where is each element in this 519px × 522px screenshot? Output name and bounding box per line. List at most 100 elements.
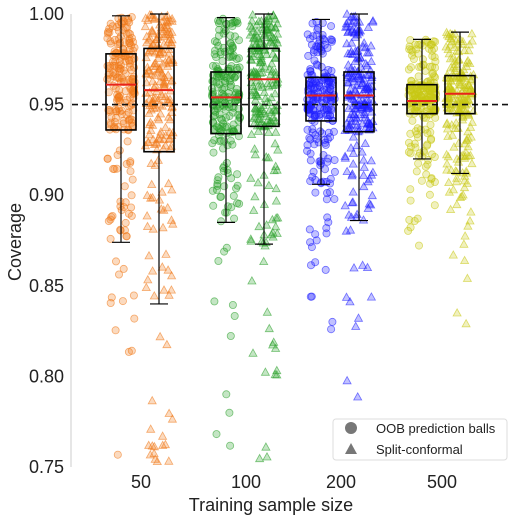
data-point-triangle	[460, 95, 470, 104]
data-point-circle	[112, 257, 121, 266]
data-point-triangle	[141, 282, 151, 292]
data-point-circle	[431, 113, 440, 122]
data-point-circle	[406, 63, 415, 72]
data-point-triangle	[166, 270, 177, 280]
data-point-circle	[422, 170, 431, 179]
data-point-triangle	[348, 187, 358, 196]
data-point-circle	[113, 450, 122, 459]
legend-circle-marker	[345, 422, 357, 434]
data-point-triangle	[156, 126, 166, 136]
data-point-circle	[315, 83, 324, 92]
y-tick-label: 0.90	[29, 185, 64, 205]
iqr-box	[305, 76, 337, 122]
data-point-circle	[104, 27, 113, 36]
data-point-triangle	[164, 408, 174, 417]
data-point-circle	[322, 229, 331, 238]
data-point-circle	[411, 143, 420, 152]
data-point-triangle	[467, 117, 477, 126]
data-point-circle	[222, 243, 231, 252]
data-point-circle	[123, 137, 132, 146]
data-point-triangle	[467, 28, 477, 38]
data-point-circle	[327, 325, 336, 334]
data-point-circle	[418, 55, 427, 64]
data-point-triangle	[345, 296, 355, 306]
data-point-triangle	[366, 199, 376, 209]
data-point-triangle	[452, 154, 462, 163]
data-point-triangle	[444, 177, 454, 187]
data-point-circle	[316, 127, 325, 136]
boxes-layer	[105, 13, 476, 305]
data-point-triangle	[348, 132, 359, 141]
data-point-circle	[106, 234, 115, 243]
data-point-circle	[306, 261, 315, 270]
data-point-triangle	[448, 250, 458, 259]
data-point-triangle	[460, 171, 470, 180]
data-point-triangle	[159, 205, 169, 214]
data-point-circle	[314, 111, 323, 120]
data-point-triangle	[271, 221, 281, 231]
data-point-triangle	[159, 285, 169, 294]
data-point-circle	[409, 95, 418, 104]
data-point-circle	[426, 179, 435, 188]
data-point-circle	[108, 22, 117, 31]
data-point-triangle	[248, 348, 258, 357]
data-point-triangle	[368, 17, 378, 26]
data-point-triangle	[147, 179, 157, 189]
data-point-circle	[230, 311, 239, 320]
data-point-circle	[127, 191, 136, 200]
data-point-circle	[326, 174, 335, 183]
data-point-circle	[227, 81, 236, 90]
data-point-triangle	[358, 215, 369, 224]
data-point-triangle	[159, 31, 169, 41]
data-point-triangle	[264, 323, 274, 333]
data-point-circle	[417, 176, 426, 185]
x-tick-label: 100	[231, 472, 261, 492]
data-point-triangle	[262, 16, 272, 25]
data-point-triangle	[147, 120, 158, 129]
data-point-circle	[222, 390, 231, 399]
data-point-circle	[109, 57, 118, 66]
data-point-triangle	[255, 38, 265, 47]
data-point-circle	[428, 87, 437, 96]
data-point-triangle	[459, 255, 470, 265]
data-point-triangle	[263, 127, 274, 136]
data-point-triangle	[260, 44, 270, 54]
data-point-triangle	[250, 191, 260, 201]
data-point-triangle	[342, 166, 352, 176]
data-point-circle	[311, 230, 320, 239]
data-point-circle	[210, 297, 219, 306]
data-point-triangle	[466, 76, 476, 85]
box-triangle-500	[444, 31, 476, 175]
data-point-circle	[130, 89, 139, 98]
data-point-triangle	[448, 184, 459, 194]
data-point-triangle	[271, 161, 281, 170]
data-point-triangle	[270, 14, 281, 23]
data-point-circle	[321, 265, 330, 274]
data-point-circle	[411, 127, 420, 136]
data-point-triangle	[344, 103, 354, 112]
box-triangle-50	[143, 13, 175, 305]
data-point-circle	[216, 50, 225, 59]
data-point-triangle	[246, 129, 257, 139]
data-point-triangle	[450, 59, 461, 68]
data-point-circle	[309, 48, 318, 57]
data-point-triangle	[164, 55, 174, 64]
data-point-triangle	[159, 77, 169, 86]
data-point-triangle	[356, 80, 366, 90]
data-point-triangle	[245, 21, 256, 30]
data-point-triangle	[154, 49, 165, 58]
data-point-triangle	[461, 166, 471, 175]
data-point-circle	[425, 190, 434, 199]
data-point-circle	[223, 168, 232, 177]
data-point-triangle	[267, 80, 278, 89]
data-point-circle	[308, 19, 317, 28]
data-point-circle	[320, 72, 329, 81]
data-point-triangle	[259, 87, 269, 96]
data-point-triangle	[363, 176, 373, 186]
data-point-triangle	[445, 204, 456, 214]
data-point-circle	[124, 29, 133, 38]
data-point-circle	[216, 114, 225, 123]
data-point-triangle	[266, 22, 276, 31]
data-point-triangle	[343, 48, 353, 58]
data-point-circle	[318, 18, 327, 27]
